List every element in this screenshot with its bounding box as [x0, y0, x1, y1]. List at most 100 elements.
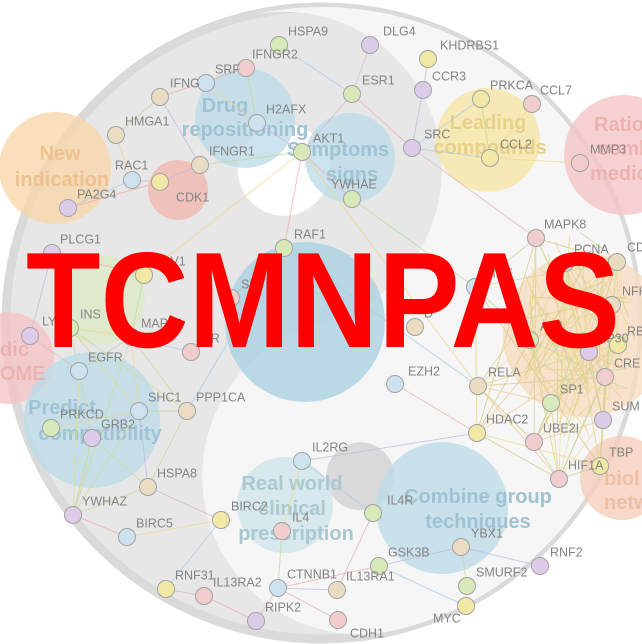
- theme-bubble: [237, 457, 333, 553]
- node-label-ifngr1: IFNGR1: [209, 145, 255, 159]
- node-pcna: [556, 254, 574, 272]
- node-birc5: [118, 528, 136, 546]
- node-pa2g4: [59, 199, 77, 217]
- node-smurf2: [458, 577, 476, 595]
- network-edge: [476, 344, 619, 434]
- node-label-cav1: CAV1: [154, 255, 186, 269]
- network-edge: [533, 419, 604, 443]
- network-edge: [524, 317, 553, 384]
- node-label-sum: SUM: [612, 400, 640, 414]
- network-edge: [550, 402, 560, 480]
- node-ube2i: [525, 433, 543, 451]
- network-edge: [411, 98, 482, 149]
- network-edge: [378, 546, 462, 567]
- node-il4r: [364, 504, 382, 522]
- node-label-egfr: EGFR: [88, 351, 123, 365]
- node-sirt: [466, 278, 484, 296]
- node-ybx1: [452, 538, 470, 556]
- network-edge: [558, 376, 606, 480]
- node-mapk1: [122, 328, 140, 346]
- node-ccr3: [414, 81, 432, 99]
- network-edge: [533, 261, 618, 443]
- network-edge: [205, 82, 258, 124]
- node-sh: [222, 289, 240, 307]
- theme-bubble: [305, 113, 395, 203]
- node-label-sh: SH: [241, 278, 258, 292]
- node-label-shc1: SHC1: [148, 391, 181, 405]
- node-label-ep30: EP30: [598, 332, 629, 346]
- node-label-hif1a: HIF1A: [568, 459, 604, 473]
- network-edge: [563, 297, 618, 437]
- node-label-ywhaz: YWHAZ: [82, 495, 128, 509]
- theme-bubble: [580, 436, 642, 520]
- network-edge: [476, 237, 537, 434]
- network-edge: [523, 333, 610, 401]
- node-label-dlg4: DLG4: [383, 25, 416, 39]
- node-label-ccr3: CCR3: [432, 70, 466, 84]
- theme-label: dic: [0, 339, 29, 361]
- node-cdk1: [151, 173, 169, 191]
- network-edge: [562, 260, 588, 307]
- network-edge: [568, 335, 591, 393]
- network-edge: [245, 67, 258, 124]
- network-edge: [560, 282, 593, 296]
- node-il13ra2: [195, 587, 213, 605]
- theme-label: clinical: [258, 498, 326, 520]
- network-edge: [277, 587, 338, 591]
- node-label-akt1: AKT1: [313, 132, 344, 146]
- network-edge: [530, 266, 590, 437]
- node-ctnnb1: [269, 579, 287, 597]
- theme-label: Ratio: [594, 114, 642, 136]
- node-label-ac1: AC1: [540, 320, 564, 334]
- network-edge: [564, 377, 582, 428]
- node-il13ra1: [328, 581, 346, 599]
- theme-label: Predict: [28, 397, 96, 419]
- network-edge: [29, 335, 80, 372]
- network-edge: [530, 289, 589, 394]
- node-label-ifngr2: IFNGR2: [252, 48, 298, 62]
- network-nodes: [21, 36, 627, 630]
- theme-bubble: [564, 95, 642, 215]
- theme-label: compounds: [433, 137, 546, 159]
- node-ppp1ca: [178, 402, 196, 420]
- node-label-d: D: [424, 307, 433, 321]
- node-label-il13ra2: IL13RA2: [213, 576, 262, 590]
- node-raf1: [275, 239, 293, 257]
- network-edge: [301, 432, 478, 462]
- network-edge: [394, 383, 478, 434]
- theme-label: repositioning: [182, 119, 309, 141]
- node-dlg4: [361, 36, 379, 54]
- theme-label: techniques: [425, 511, 531, 533]
- network-edge: [378, 565, 467, 607]
- network-edge: [199, 151, 303, 166]
- network-edge: [474, 286, 478, 434]
- node-hspa8: [139, 478, 157, 496]
- network-edge: [51, 252, 145, 276]
- theme-label: Real world: [241, 473, 342, 495]
- network-edge: [72, 370, 80, 516]
- node-ac1: [521, 331, 539, 349]
- node-label-prkca: PRKCA: [490, 79, 534, 93]
- network-edge: [521, 350, 588, 431]
- node-label-ppp1ca: PPP1CA: [196, 391, 246, 405]
- theme-label: Drug: [202, 95, 249, 117]
- network-edge: [91, 437, 149, 488]
- network-edge: [411, 89, 424, 149]
- node-rela: [469, 377, 487, 395]
- node-label-ly: LY: [42, 315, 57, 329]
- network-edge: [591, 276, 612, 360]
- node-label-ube2i: UBE2I: [543, 422, 579, 436]
- network-edge: [579, 232, 607, 252]
- network-edge: [605, 282, 636, 339]
- theme-label: medic: [590, 163, 642, 185]
- network-edge: [69, 327, 188, 412]
- network-edge: [489, 103, 533, 159]
- node-rac1: [123, 171, 141, 189]
- network-edge: [477, 385, 535, 443]
- node-cdh1: [329, 611, 347, 629]
- node-label-rac1: RAC1: [115, 159, 148, 173]
- node-ccl2: [481, 149, 499, 167]
- node-mapk8: [527, 229, 545, 247]
- network-edge: [529, 339, 552, 404]
